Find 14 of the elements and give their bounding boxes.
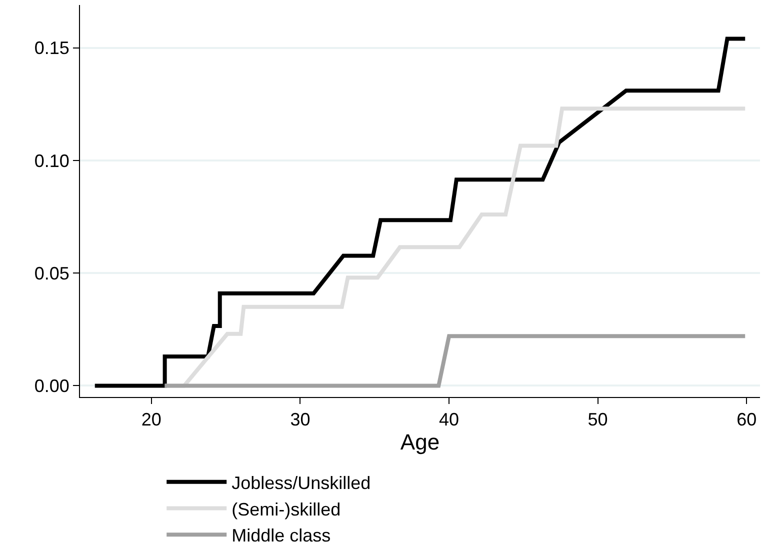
y-tick-label: 0.15 xyxy=(34,38,70,58)
legend-label: (Semi-)skilled xyxy=(232,499,341,520)
x-tick-label: 30 xyxy=(290,410,310,430)
x-tick-label: 60 xyxy=(736,410,757,430)
legend-label: Jobless/Unskilled xyxy=(232,472,371,493)
line-series xyxy=(92,36,748,388)
x-tick-label: 20 xyxy=(141,410,162,430)
y-tick-label: 0.00 xyxy=(34,376,70,396)
y-tick-label: 0.10 xyxy=(34,150,70,171)
legend-label: Middle class xyxy=(232,526,331,546)
x-tick-label: 50 xyxy=(588,410,608,430)
x-tick-label: 40 xyxy=(439,410,460,430)
x-axis-title: Age xyxy=(400,430,440,455)
y-tick-label: 0.05 xyxy=(34,263,70,284)
